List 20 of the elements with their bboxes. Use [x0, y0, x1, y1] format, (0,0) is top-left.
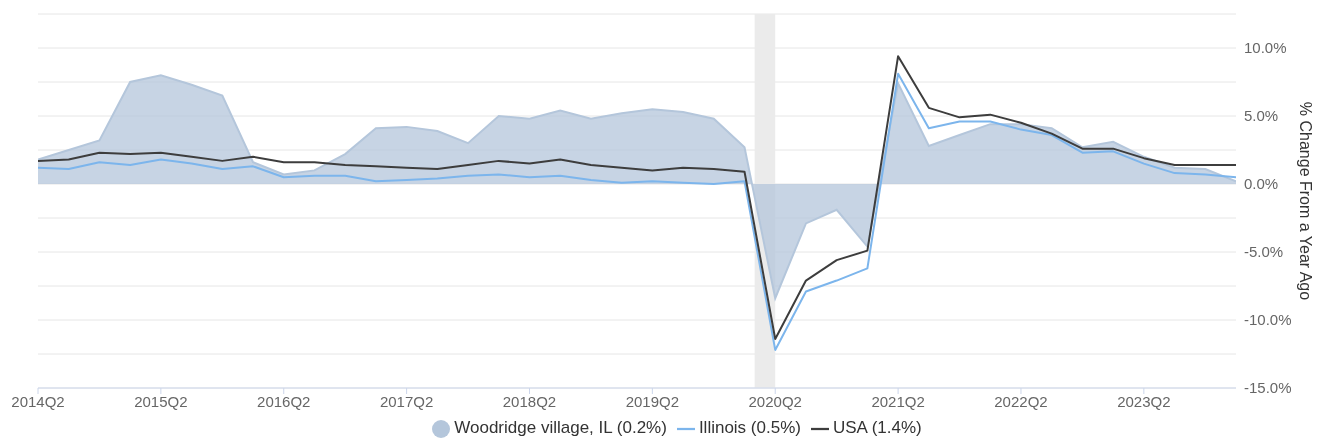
x-tick-label: 2023Q2 [1117, 392, 1171, 410]
legend-label: Illinois (0.5%) [698, 418, 801, 437]
x-tick-label: 2021Q2 [871, 392, 925, 410]
y-tick-label: -5.0% [1244, 243, 1284, 261]
x-tick-label: 2015Q2 [134, 392, 188, 410]
y-tick-label: 10.0% [1244, 39, 1287, 57]
x-tick-label: 2017Q2 [379, 392, 434, 410]
y-tick-label: -10.0% [1244, 311, 1292, 329]
x-tick-label: 2016Q2 [257, 392, 311, 410]
y-tick-label: 5.0% [1244, 107, 1279, 125]
x-tick-label: 2022Q2 [994, 392, 1048, 410]
x-tick-label: 2019Q2 [625, 392, 680, 410]
x-tick-label: 2018Q2 [502, 392, 557, 410]
y-tick-label: -15.0% [1244, 379, 1292, 397]
y-tick-label: 0.0% [1244, 175, 1279, 193]
legend-label: USA (1.4%) [832, 418, 922, 437]
x-tick-label: 2020Q2 [748, 392, 802, 410]
x-tick-label: 2014Q2 [11, 392, 65, 410]
y-axis-title: % Change From a Year Ago [1297, 101, 1315, 301]
legend-label: Woodridge village, IL (0.2%) [454, 418, 667, 437]
